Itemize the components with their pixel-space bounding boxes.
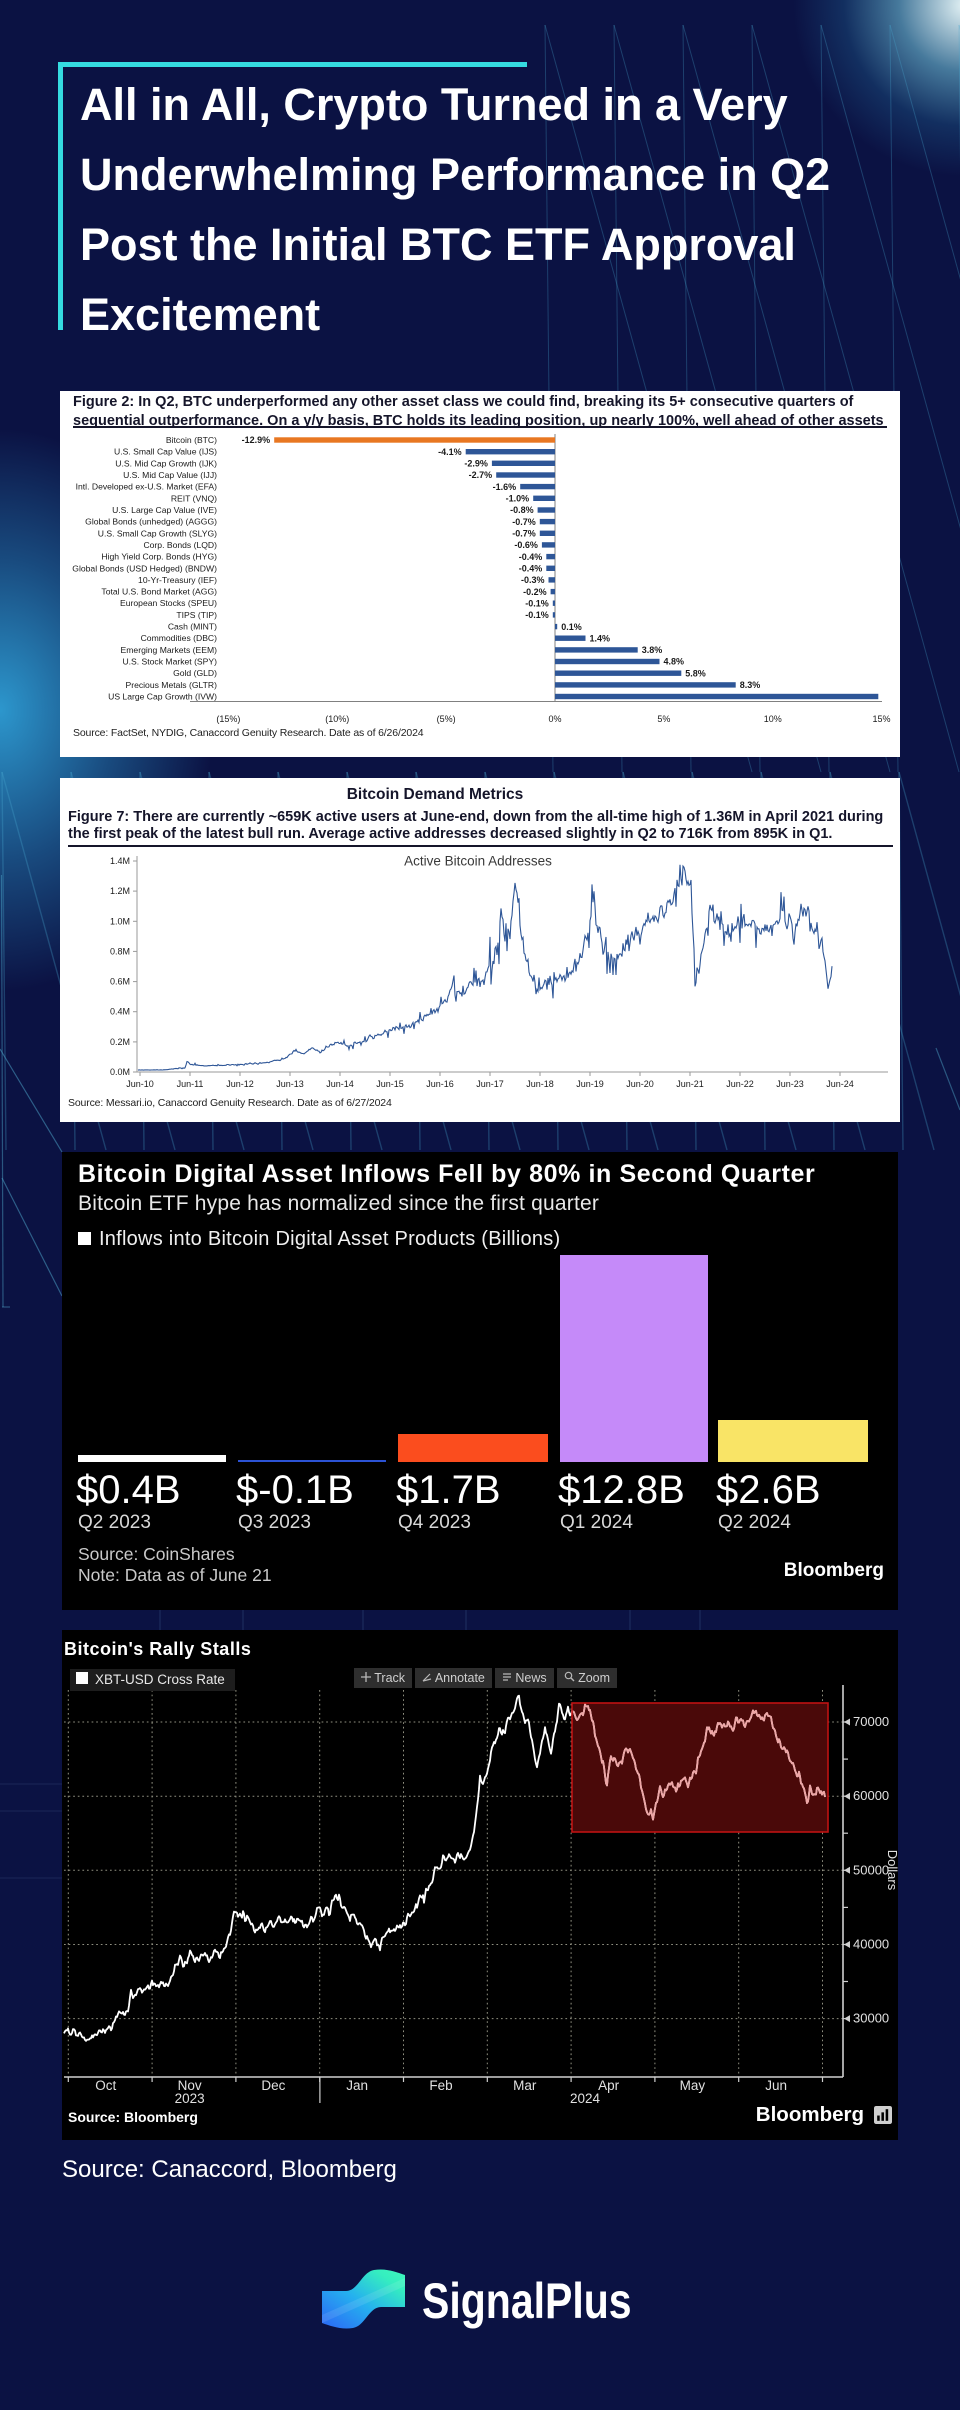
svg-text:-4.1%: -4.1% — [438, 447, 462, 457]
svg-text:1.4M: 1.4M — [110, 856, 130, 866]
svg-text:(15%): (15%) — [216, 714, 240, 724]
svg-text:TIPS (TIP): TIPS (TIP) — [176, 610, 217, 620]
svg-text:0.1%: 0.1% — [561, 622, 582, 632]
svg-text:-0.2%: -0.2% — [523, 587, 547, 597]
svg-text:-0.7%: -0.7% — [512, 529, 536, 539]
svg-text:60000: 60000 — [853, 1788, 889, 1803]
svg-text:-0.1%: -0.1% — [525, 610, 549, 620]
svg-text:Jan: Jan — [346, 2078, 368, 2093]
svg-text:Gold (GLD): Gold (GLD) — [173, 668, 217, 678]
svg-text:Jun-22: Jun-22 — [726, 1079, 754, 1089]
svg-text:Bitcoin (BTC): Bitcoin (BTC) — [166, 435, 217, 445]
svg-text:(10%): (10%) — [325, 714, 349, 724]
svg-text:May: May — [680, 2078, 706, 2093]
svg-text:Jun-18: Jun-18 — [526, 1079, 554, 1089]
svg-text:15%: 15% — [872, 714, 890, 724]
svg-text:Jun-16: Jun-16 — [426, 1079, 454, 1089]
svg-text:0.6M: 0.6M — [110, 977, 130, 987]
svg-text:Jun-23: Jun-23 — [776, 1079, 804, 1089]
svg-text:10-Yr-Treasury (IEF): 10-Yr-Treasury (IEF) — [138, 575, 217, 585]
svg-text:70000: 70000 — [853, 1714, 889, 1729]
svg-text:High Yield Corp. Bonds (HYG): High Yield Corp. Bonds (HYG) — [101, 552, 217, 562]
svg-text:U.S. Large Cap Value (IVE): U.S. Large Cap Value (IVE) — [112, 505, 217, 515]
svg-text:Total U.S. Bond Market (AGG): Total U.S. Bond Market (AGG) — [101, 587, 217, 597]
svg-text:Jun-12: Jun-12 — [226, 1079, 254, 1089]
svg-text:8.3%: 8.3% — [740, 680, 761, 690]
svg-text:Corp. Bonds (LQD): Corp. Bonds (LQD) — [143, 540, 217, 550]
svg-text:0.4M: 0.4M — [110, 1007, 130, 1017]
svg-text:Jun-15: Jun-15 — [376, 1079, 404, 1089]
svg-text:-1.0%: -1.0% — [506, 494, 530, 504]
svg-text:10%: 10% — [764, 714, 782, 724]
svg-text:-12.9%: -12.9% — [242, 435, 271, 445]
svg-text:Oct: Oct — [95, 2078, 116, 2093]
svg-text:Jun-21: Jun-21 — [676, 1079, 704, 1089]
svg-text:50000: 50000 — [853, 1862, 889, 1877]
svg-text:Jun-17: Jun-17 — [476, 1079, 504, 1089]
svg-text:U.S. Stock Market (SPY): U.S. Stock Market (SPY) — [122, 657, 217, 667]
svg-text:3.8%: 3.8% — [642, 645, 663, 655]
svg-text:-0.8%: -0.8% — [510, 505, 534, 515]
svg-text:Active Bitcoin Addresses: Active Bitcoin Addresses — [404, 854, 552, 869]
svg-text:2024: 2024 — [570, 2091, 601, 2106]
svg-text:Dollars: Dollars — [885, 1850, 898, 1891]
svg-text:Feb: Feb — [429, 2078, 452, 2093]
svg-text:U.S. Small Cap Value (IJS): U.S. Small Cap Value (IJS) — [114, 447, 217, 457]
svg-text:-1.6%: -1.6% — [493, 482, 517, 492]
svg-text:Precious Metals (GLTR): Precious Metals (GLTR) — [125, 680, 217, 690]
svg-text:-0.4%: -0.4% — [519, 564, 543, 574]
svg-text:30000: 30000 — [853, 2011, 889, 2026]
svg-text:Jun-24: Jun-24 — [826, 1079, 854, 1089]
svg-text:40000: 40000 — [853, 1937, 889, 1952]
svg-text:Global Bonds (unhedged) (AGGG): Global Bonds (unhedged) (AGGG) — [85, 517, 217, 527]
svg-text:Emerging Markets (EEM): Emerging Markets (EEM) — [121, 645, 218, 655]
svg-text:Dec: Dec — [261, 2078, 285, 2093]
svg-text:-0.4%: -0.4% — [519, 552, 543, 562]
svg-text:0%: 0% — [548, 714, 561, 724]
svg-text:-0.1%: -0.1% — [525, 598, 549, 608]
svg-text:(5%): (5%) — [437, 714, 456, 724]
svg-text:US Large Cap Growth (IVW): US Large Cap Growth (IVW) — [108, 692, 217, 702]
svg-text:Jun-10: Jun-10 — [126, 1079, 154, 1089]
svg-text:0.2M: 0.2M — [110, 1037, 130, 1047]
svg-text:European Stocks (SPEU): European Stocks (SPEU) — [120, 598, 217, 608]
svg-text:Mar: Mar — [513, 2078, 537, 2093]
svg-text:1.2M: 1.2M — [110, 886, 130, 896]
svg-text:-2.9%: -2.9% — [464, 459, 488, 469]
svg-text:-0.3%: -0.3% — [521, 575, 545, 585]
svg-text:U.S. Small Cap Growth (SLYG): U.S. Small Cap Growth (SLYG) — [98, 528, 217, 538]
svg-text:0.8M: 0.8M — [110, 946, 130, 956]
svg-text:U.S. Mid Cap Growth (IJK): U.S. Mid Cap Growth (IJK) — [115, 458, 217, 468]
svg-text:U.S. Mid Cap Value (IJJ): U.S. Mid Cap Value (IJJ) — [123, 470, 217, 480]
svg-text:-0.6%: -0.6% — [514, 540, 538, 550]
svg-text:5%: 5% — [657, 714, 670, 724]
svg-text:REIT (VNQ): REIT (VNQ) — [171, 493, 217, 503]
svg-text:Jun-19: Jun-19 — [576, 1079, 604, 1089]
svg-text:Jun-14: Jun-14 — [326, 1079, 354, 1089]
svg-text:-0.7%: -0.7% — [512, 517, 536, 527]
svg-text:5.8%: 5.8% — [685, 668, 706, 678]
svg-text:0.0M: 0.0M — [110, 1067, 130, 1077]
svg-text:Jun: Jun — [765, 2078, 787, 2093]
svg-text:Commodities (DBC): Commodities (DBC) — [141, 633, 218, 643]
svg-text:Apr: Apr — [598, 2078, 620, 2093]
svg-text:1.0M: 1.0M — [110, 916, 130, 926]
svg-text:2023: 2023 — [175, 2091, 205, 2106]
svg-text:Jun-11: Jun-11 — [177, 1079, 204, 1089]
svg-text:Global Bonds (USD Hedged) (BND: Global Bonds (USD Hedged) (BNDW) — [72, 563, 217, 573]
svg-text:4.8%: 4.8% — [664, 657, 685, 667]
svg-text:Cash (MINT): Cash (MINT) — [168, 622, 217, 632]
svg-text:-2.7%: -2.7% — [469, 470, 493, 480]
svg-text:1.4%: 1.4% — [590, 633, 611, 643]
svg-text:Intl. Developed ex-U.S. Market: Intl. Developed ex-U.S. Market (EFA) — [76, 482, 218, 492]
svg-text:Jun-13: Jun-13 — [276, 1079, 304, 1089]
svg-text:Jun-20: Jun-20 — [626, 1079, 654, 1089]
svg-text:Nov: Nov — [178, 2078, 202, 2093]
